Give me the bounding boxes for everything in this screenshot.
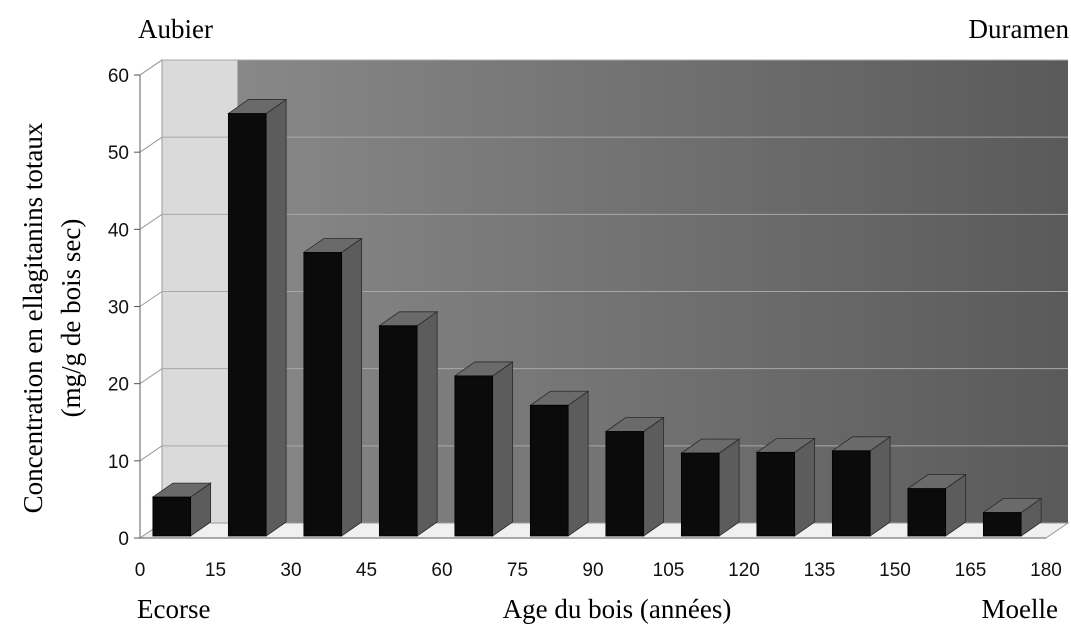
annotation-moelle: Moelle <box>982 594 1058 624</box>
y-tick-label: 20 <box>108 375 129 396</box>
bar-front <box>680 452 720 537</box>
bar-front <box>303 252 343 537</box>
bar-side <box>567 390 589 537</box>
bar-front <box>454 375 494 537</box>
x-tick-label: 120 <box>728 560 760 581</box>
bar-front <box>227 113 267 537</box>
bar <box>227 98 288 537</box>
bar <box>906 473 967 537</box>
bars <box>151 98 1043 537</box>
bar-side <box>416 311 438 537</box>
gridline-side <box>139 445 163 462</box>
bar-front <box>152 496 192 537</box>
y-axis-title: Concentration en ellagitanins totaux (mg… <box>18 122 86 513</box>
x-tick-label: 60 <box>431 560 452 581</box>
y-tick-labels: 0 10 20 30 40 50 60 <box>108 66 140 550</box>
bar-front <box>605 431 645 537</box>
bar-side <box>869 436 891 537</box>
bar <box>378 311 439 537</box>
gridline-side <box>139 368 163 385</box>
annotation-duramen: Duramen <box>969 14 1070 44</box>
gridline-side <box>139 213 163 230</box>
bar <box>680 438 741 537</box>
bar-side <box>492 361 514 537</box>
bar <box>453 361 514 537</box>
y-tick-label: 50 <box>108 143 129 164</box>
y-tick-label: 0 <box>118 529 129 550</box>
bar <box>831 436 892 537</box>
bar <box>755 437 816 537</box>
bar-side <box>265 98 287 537</box>
x-tick-label: 180 <box>1030 560 1062 581</box>
x-tick-labels: 0 15 30 45 60 75 90 105 120 135 150 165 180 <box>135 560 1062 581</box>
bar-front <box>378 325 418 537</box>
bar <box>982 497 1043 537</box>
annotation-aubier: Aubier <box>138 14 213 44</box>
y-tick-label: 30 <box>108 298 129 319</box>
gridline-side <box>139 136 163 153</box>
x-tick-label: 15 <box>205 560 226 581</box>
x-tick-label: 75 <box>507 560 528 581</box>
bar-side <box>341 237 363 537</box>
y-axis-title-line1: Concentration en ellagitanins totaux <box>18 122 48 513</box>
x-axis-title: Age du bois (années) <box>503 594 732 624</box>
bar-front <box>831 450 871 537</box>
x-tick-label: 150 <box>879 560 911 581</box>
bar <box>302 237 363 537</box>
bar-front <box>907 488 947 537</box>
bar-side <box>643 416 665 537</box>
x-tick-label: 45 <box>356 560 377 581</box>
x-tick-label: 0 <box>135 560 146 581</box>
bar-side <box>794 437 816 537</box>
bar-front <box>756 451 796 537</box>
bar-front <box>982 512 1022 537</box>
gridline-side <box>139 59 163 76</box>
annotation-ecorse: Ecorse <box>137 594 210 624</box>
x-tick-label: 135 <box>804 560 836 581</box>
bar <box>151 482 212 537</box>
bar-front <box>529 404 569 537</box>
bar-side <box>718 438 740 537</box>
y-tick-label: 40 <box>108 220 129 241</box>
y-tick-label: 60 <box>108 66 129 87</box>
x-tick-label: 90 <box>582 560 603 581</box>
x-tick-label: 105 <box>653 560 685 581</box>
y-tick-label: 10 <box>108 452 129 473</box>
bar <box>604 416 665 537</box>
y-axis-title-line2: (mg/g de bois sec) <box>56 219 86 418</box>
x-tick-label: 30 <box>280 560 301 581</box>
x-tick-label: 165 <box>955 560 987 581</box>
bar <box>529 390 590 537</box>
gridline-side <box>139 291 163 307</box>
